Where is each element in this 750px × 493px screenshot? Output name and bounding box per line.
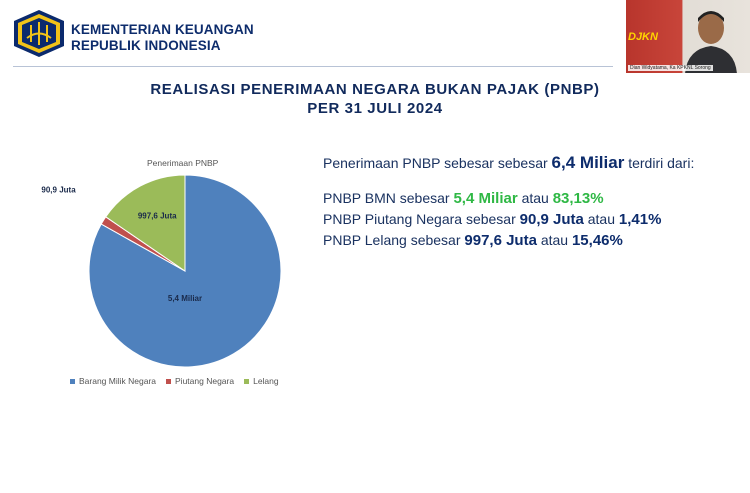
- summary-total-prefix: Penerimaan PNBP sebesar sebesar: [323, 155, 548, 171]
- summary-total-value: 6,4 Miliar: [551, 153, 625, 172]
- summary-piutang-line: PNBP Piutang Negara sebesar 90,9 Juta at…: [323, 211, 661, 228]
- chart-legend: Barang Milik Negara Piutang Negara Lelang: [70, 376, 279, 386]
- org-line-2: REPUBLIK INDONESIA: [71, 38, 221, 53]
- org-line-1: KEMENTERIAN KEUANGAN: [71, 22, 254, 37]
- djkn-badge: DJKN: [628, 31, 658, 43]
- video-call-thumbnail[interactable]: DJKN Dian Widyatama, Ka KPKNL Sorong: [626, 0, 750, 73]
- speaker-caption: Dian Widyatama, Ka KPKNL Sorong: [628, 65, 713, 71]
- slice-lelang: [105, 174, 186, 272]
- data-label-lelang: 997,6 Juta: [138, 211, 177, 220]
- summary-piutang-mid: atau: [587, 211, 615, 227]
- organization-name: KEMENTERIAN KEUANGAN REPUBLIK INDONESIA: [71, 22, 254, 54]
- header-divider: [13, 66, 613, 67]
- legend-swatch: [166, 378, 172, 384]
- legend-item-piutang: Piutang Negara: [166, 376, 234, 386]
- legend-item-lelang: Lelang: [244, 376, 279, 386]
- legend-item-bmn: Barang Milik Negara: [70, 376, 156, 386]
- chart-title: Penerimaan PNBP: [147, 158, 219, 168]
- legend-label: Barang Milik Negara: [79, 376, 157, 386]
- summary-piutang-prefix: PNBP Piutang Negara sebesar: [323, 211, 516, 227]
- summary-lelang-prefix: PNBP Lelang sebesar: [323, 232, 461, 248]
- slide-subtitle: PER 31 JULI 2024: [307, 100, 443, 117]
- summary-total-line: Penerimaan PNBP sebesar sebesar 6,4 Mili…: [323, 153, 694, 173]
- legend-swatch: [70, 378, 75, 384]
- summary-total-suffix: terdiri dari:: [628, 155, 695, 171]
- summary-piutang-value: 90,9 Juta: [519, 211, 584, 228]
- summary-bmn-line: PNBP BMN sebesar 5,4 Miliar atau 83,13%: [323, 190, 604, 207]
- data-label-piutang: 90,9 Juta: [41, 186, 76, 195]
- summary-lelang-percent: 15,46%: [571, 232, 623, 249]
- slice-barang-milik-negara: [88, 174, 282, 368]
- summary-lelang-mid: atau: [540, 232, 569, 248]
- legend-swatch: [244, 378, 250, 384]
- legend-label: Lelang: [253, 376, 279, 386]
- summary-bmn-value: 5,4 Miliar: [453, 190, 518, 207]
- summary-bmn-percent: 83,13%: [552, 190, 604, 207]
- summary-bmn-prefix: PNBP BMN sebesar: [323, 190, 450, 206]
- legend-label: Piutang Negara: [175, 376, 235, 386]
- speaker-avatar: [685, 11, 737, 73]
- kemenkeu-logo: [14, 10, 64, 57]
- slide-title: REALISASI PENERIMAAN NEGARA BUKAN PAJAK …: [150, 81, 600, 98]
- summary-lelang-value: 997,6 Juta: [464, 232, 537, 249]
- summary-lelang-line: PNBP Lelang sebesar 997,6 Juta atau 15,4…: [323, 232, 623, 249]
- pie-chart: 5,4 Miliar 90,9 Juta 997,6 Juta: [41, 174, 282, 368]
- data-label-bmn: 5,4 Miliar: [168, 294, 202, 303]
- summary-bmn-mid: atau: [521, 190, 549, 206]
- summary-piutang-percent: 1,41%: [618, 211, 662, 228]
